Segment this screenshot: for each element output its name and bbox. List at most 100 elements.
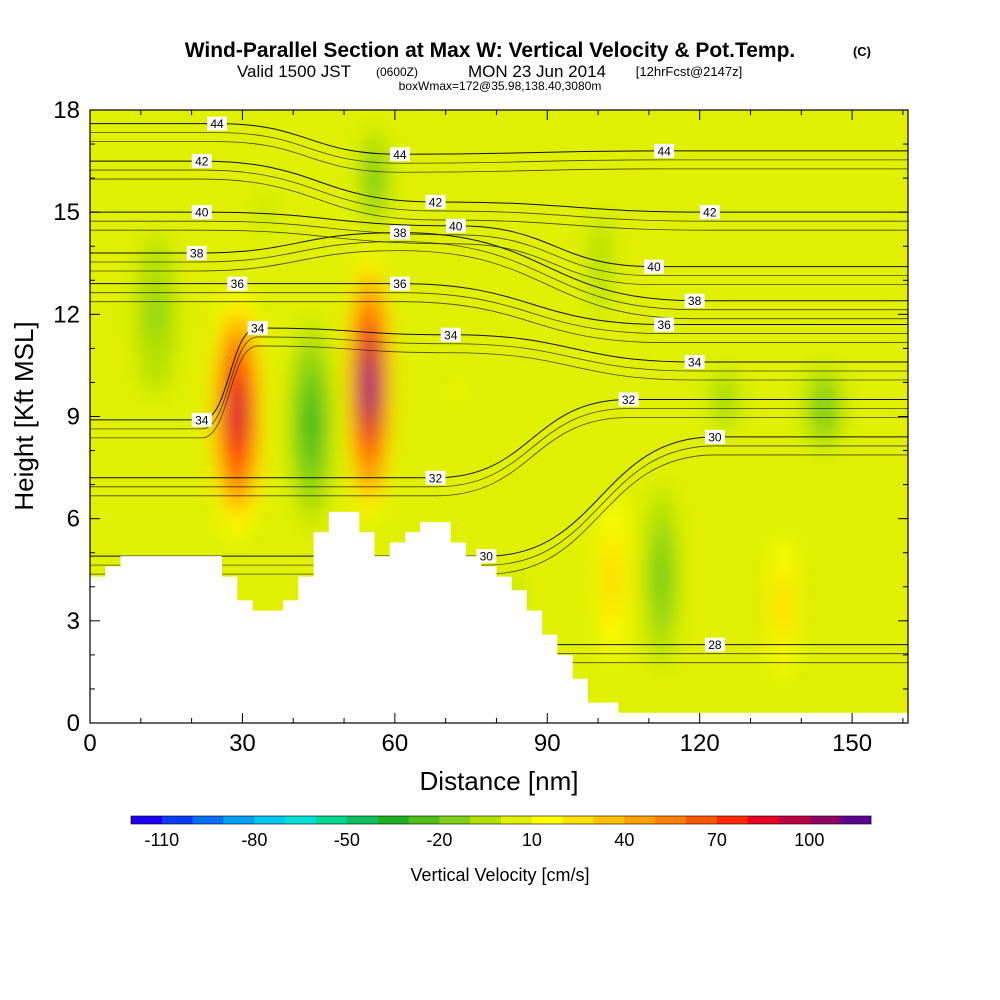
contour-label-34: 34 xyxy=(444,328,458,342)
x-axis-title: Distance [nm] xyxy=(420,766,579,796)
colorbar-swatch xyxy=(192,816,224,824)
potential-temperature-contours xyxy=(90,123,908,664)
isentrope-32-aux-1 xyxy=(90,408,908,488)
colorbar-tick-label: -20 xyxy=(426,830,452,850)
y-tick-label: 9 xyxy=(67,404,80,431)
colorbar-swatch xyxy=(377,816,409,824)
colorbar-tick-label: 100 xyxy=(794,830,824,850)
colorbar-swatch xyxy=(346,816,378,824)
contour-label-box-8 xyxy=(643,259,664,274)
isentrope-36-aux-1 xyxy=(90,292,908,334)
contour-label-box-0 xyxy=(207,116,228,131)
velocity-cell-2-level-4 xyxy=(305,400,317,447)
velocity-cell-1-level-9 xyxy=(364,359,375,413)
velocity-cell-10-level-3 xyxy=(819,397,830,419)
colorbar-swatch xyxy=(439,816,471,824)
y-tick-labels: 0 3 6 9 12 15 18 xyxy=(53,97,80,737)
contour-label-28: 28 xyxy=(708,638,722,652)
chart-subtitle-box: boxWmax=172@35.98,138.40,3080m xyxy=(399,79,602,93)
colorbar-swatch xyxy=(840,816,872,824)
x-tick-label: 90 xyxy=(534,730,561,757)
colorbar-swatch xyxy=(408,816,440,824)
y-tick-label: 12 xyxy=(53,301,80,328)
colorbar-swatch xyxy=(655,816,687,824)
isentrope-44-aux-1 xyxy=(90,132,908,164)
contour-labels: 44 44 44 42 42 42 40 40 40 38 38 38 36 36 36 34 34 34 34 32… xyxy=(186,116,725,652)
contour-label-32: 32 xyxy=(622,393,636,407)
isentrope-40-aux-1 xyxy=(90,220,908,277)
contour-label-36: 36 xyxy=(393,277,407,291)
colorbar-tick-label: -110 xyxy=(144,830,179,850)
colorbar-swatch xyxy=(531,816,563,824)
vertical-velocity-field xyxy=(90,110,908,723)
isentrope-30 xyxy=(90,436,908,557)
contour-label-36: 36 xyxy=(231,277,245,291)
contour-label-box-9 xyxy=(186,246,207,261)
contour-label-40: 40 xyxy=(449,219,463,233)
contour-label-40: 40 xyxy=(647,260,661,274)
colorbar-swatch xyxy=(470,816,502,824)
isentrope-42-aux-1 xyxy=(90,169,908,222)
colorbar-swatch xyxy=(501,816,533,824)
contour-label-box-7 xyxy=(445,218,466,233)
contour-label-30: 30 xyxy=(480,550,494,564)
contour-label-box-2 xyxy=(654,143,675,158)
isentrope-34-aux-1 xyxy=(90,336,908,430)
contour-label-box-23 xyxy=(704,637,725,652)
colorbar-swatch xyxy=(254,816,286,824)
contour-label-box-16 xyxy=(440,327,461,342)
colorbar-tick-label: 40 xyxy=(614,830,634,850)
contour-label-42: 42 xyxy=(195,155,209,169)
y-tick-label: 18 xyxy=(53,97,80,124)
y-tick-label: 0 xyxy=(67,710,80,737)
colorbar-swatch xyxy=(161,816,193,824)
isentrope-36 xyxy=(90,283,908,326)
colorbar-tick-labels: -110 -80 -50 -20 10 40 70 100 xyxy=(144,830,824,850)
contour-label-box-14 xyxy=(654,317,675,332)
isentrope-30-aux-1 xyxy=(90,445,908,566)
contour-label-38: 38 xyxy=(190,247,204,261)
contour-label-box-21 xyxy=(704,429,725,444)
colorbar-swatch xyxy=(562,816,594,824)
axis-ticks xyxy=(89,109,908,724)
chart-subtitle-fcst: [12hrFcst@2147z] xyxy=(636,64,742,79)
contour-label-box-10 xyxy=(389,225,410,240)
contour-label-box-12 xyxy=(227,276,248,291)
colorbar-swatch xyxy=(624,816,656,824)
colorbar-tick-label: -50 xyxy=(334,830,360,850)
contour-label-34: 34 xyxy=(251,321,265,335)
colorbar-frame xyxy=(130,815,872,825)
chart-subtitle-date: MON 23 Jun 2014 xyxy=(468,62,606,81)
contour-label-box-22 xyxy=(476,549,497,564)
contour-label-44: 44 xyxy=(210,117,224,131)
isentrope-32-aux-2 xyxy=(90,417,908,497)
y-tick-label: 6 xyxy=(67,506,80,533)
contour-label-box-19 xyxy=(618,392,639,407)
velocity-cell-5-level-3 xyxy=(370,165,379,191)
colorbar-tick-label: 10 xyxy=(522,830,542,850)
chart-subtitle-utc: (0600Z) xyxy=(376,65,418,79)
velocity-cell-12-level-1 xyxy=(455,380,462,402)
velocity-cell-4-level-2 xyxy=(260,193,271,231)
chart-title-suffix: (C) xyxy=(853,44,871,59)
contour-label-box-11 xyxy=(684,293,705,308)
isentrope-36-aux-2 xyxy=(90,301,908,343)
isentrope-38-aux-2 xyxy=(90,250,908,320)
x-tick-label: 30 xyxy=(229,730,256,757)
colorbar-swatch xyxy=(593,816,625,824)
isentrope-38-aux-1 xyxy=(90,241,908,311)
colorbar-swatch xyxy=(778,816,810,824)
colorbar-tick-label: -80 xyxy=(241,830,267,850)
colorbar-tick-label: 70 xyxy=(707,830,727,850)
contour-label-box-15 xyxy=(247,320,268,335)
contour-label-38: 38 xyxy=(688,294,702,308)
velocity-cell-8-level-3 xyxy=(780,590,787,625)
velocity-cell-0-level-8 xyxy=(231,387,243,439)
terrain-mask xyxy=(90,511,908,723)
colorbar xyxy=(130,815,872,825)
chart-subtitle-valid: Valid 1500 JST xyxy=(237,62,351,81)
colorbar-swatch xyxy=(316,816,348,824)
x-tick-label: 0 xyxy=(83,730,96,757)
x-tick-labels: 0 30 60 90 120 150 xyxy=(83,730,872,757)
